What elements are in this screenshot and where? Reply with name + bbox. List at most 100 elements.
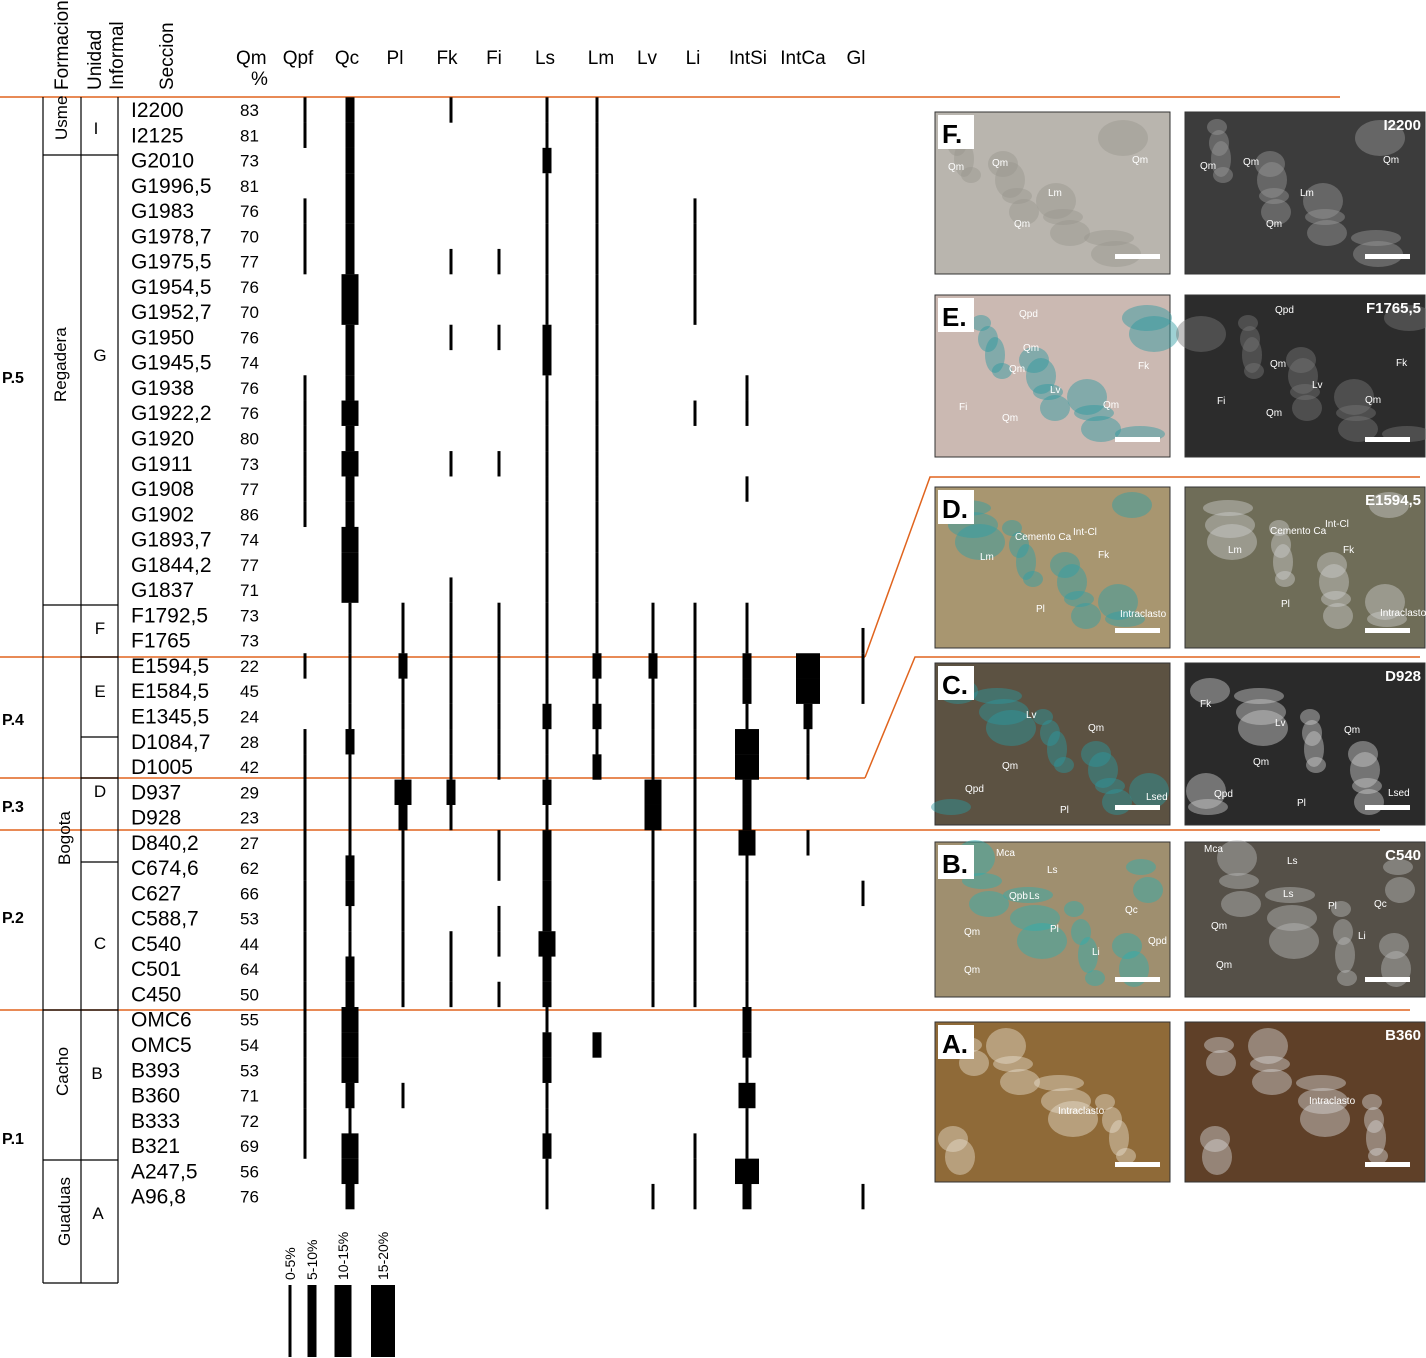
bar xyxy=(497,729,501,755)
mineral-label: Qc xyxy=(1374,899,1387,910)
bar xyxy=(595,451,599,477)
bar xyxy=(595,577,599,603)
scale-bar xyxy=(1115,805,1160,810)
bar xyxy=(341,526,359,553)
mineral-label: Pl xyxy=(1328,901,1337,912)
photo-texture xyxy=(1261,199,1291,225)
photo xyxy=(934,486,1171,649)
mineral-label: Intraclasto xyxy=(1120,609,1167,620)
sample-name: D1005 xyxy=(131,756,193,779)
mineral-label: Qm xyxy=(948,162,964,173)
bar xyxy=(303,779,307,805)
formation-label: Regadera xyxy=(51,327,70,402)
mineral-label: Qm xyxy=(1344,725,1360,736)
bar xyxy=(401,981,405,1008)
mineral-label: Pl xyxy=(1281,599,1290,610)
column-header: Qc xyxy=(335,48,359,69)
panel-sample: F1765,5 xyxy=(1366,300,1421,317)
sample-name: B393 xyxy=(131,1059,180,1082)
bar xyxy=(401,703,405,730)
photo-texture xyxy=(1047,731,1067,767)
bar xyxy=(693,855,697,881)
bar xyxy=(348,653,352,679)
photo-texture xyxy=(1250,1056,1290,1072)
photo-texture xyxy=(1207,119,1227,135)
bar xyxy=(745,1108,749,1134)
panel-letter-box xyxy=(938,1025,974,1059)
qm-value: 22 xyxy=(240,657,259,676)
mineral-label: Fk xyxy=(1098,550,1110,561)
bar xyxy=(348,931,352,957)
bar xyxy=(303,451,307,477)
bar xyxy=(861,880,865,907)
bar xyxy=(345,324,355,351)
photo-texture xyxy=(1334,379,1374,415)
column-header: Li xyxy=(686,48,701,69)
photo-texture xyxy=(1362,1094,1382,1110)
qm-value: 44 xyxy=(240,935,259,954)
bar xyxy=(303,830,307,856)
mineral-label: Mca xyxy=(996,848,1015,859)
mineral-label: Qpd xyxy=(1275,305,1294,316)
legend-label: 15-20% xyxy=(375,1232,391,1280)
photo-texture xyxy=(1221,891,1261,917)
bar xyxy=(742,1007,752,1033)
bar xyxy=(497,678,501,704)
bar xyxy=(303,97,307,123)
mineral-label: Qm xyxy=(1014,219,1030,230)
bar xyxy=(861,678,865,704)
mineral-label: Qpd xyxy=(1148,936,1167,947)
bar xyxy=(401,754,405,780)
bar xyxy=(545,198,549,224)
photo-texture xyxy=(1238,710,1288,746)
bar xyxy=(303,425,307,452)
bar xyxy=(651,981,655,1008)
sample-name: I2125 xyxy=(131,124,184,147)
mineral-label: Qpd xyxy=(1019,309,1038,320)
bar xyxy=(542,1057,552,1083)
photo xyxy=(1184,1021,1426,1183)
mineral-label: Fk xyxy=(1138,361,1150,372)
bar xyxy=(595,425,599,452)
bar xyxy=(542,981,552,1008)
bar xyxy=(303,375,307,401)
bar xyxy=(545,627,549,654)
sample-name: F1792,5 xyxy=(131,604,208,627)
photo-texture xyxy=(1323,603,1353,629)
mineral-label: Qpd xyxy=(1214,789,1233,800)
photo-texture xyxy=(1236,699,1286,725)
bar xyxy=(651,754,655,780)
bar xyxy=(449,804,453,831)
unit-label: B xyxy=(91,1064,102,1083)
photo-texture xyxy=(1009,199,1039,225)
bar xyxy=(345,350,355,376)
mineral-label: Intraclasto xyxy=(1309,1096,1356,1107)
legend-swatch xyxy=(307,1285,317,1357)
panel-letter: E. xyxy=(942,302,967,332)
mineral-label: Qm xyxy=(1216,960,1232,971)
sample-name: A96,8 xyxy=(131,1186,186,1209)
bar xyxy=(745,855,749,881)
sample-name: G1922,2 xyxy=(131,402,212,425)
legend-swatch xyxy=(288,1285,292,1357)
bar xyxy=(545,653,549,679)
photo-texture xyxy=(1255,151,1285,177)
bar xyxy=(348,678,352,704)
bar xyxy=(595,476,599,502)
panel-letter: D. xyxy=(942,494,968,524)
sample-name: G1908 xyxy=(131,478,194,501)
photo-texture xyxy=(1067,379,1107,415)
sample-name: G1902 xyxy=(131,503,194,526)
photo-texture xyxy=(1271,532,1291,558)
photo-texture xyxy=(1234,688,1284,704)
mineral-label: Li xyxy=(1092,947,1100,958)
bar xyxy=(345,1183,355,1210)
bar xyxy=(345,855,355,881)
period-label: P.2 xyxy=(2,910,24,927)
panel-letter-box xyxy=(938,298,974,332)
photo xyxy=(1184,662,1426,826)
bar xyxy=(742,779,752,805)
photo xyxy=(1184,486,1426,649)
sample-name: B360 xyxy=(131,1085,180,1108)
qm-value: 24 xyxy=(240,707,259,726)
